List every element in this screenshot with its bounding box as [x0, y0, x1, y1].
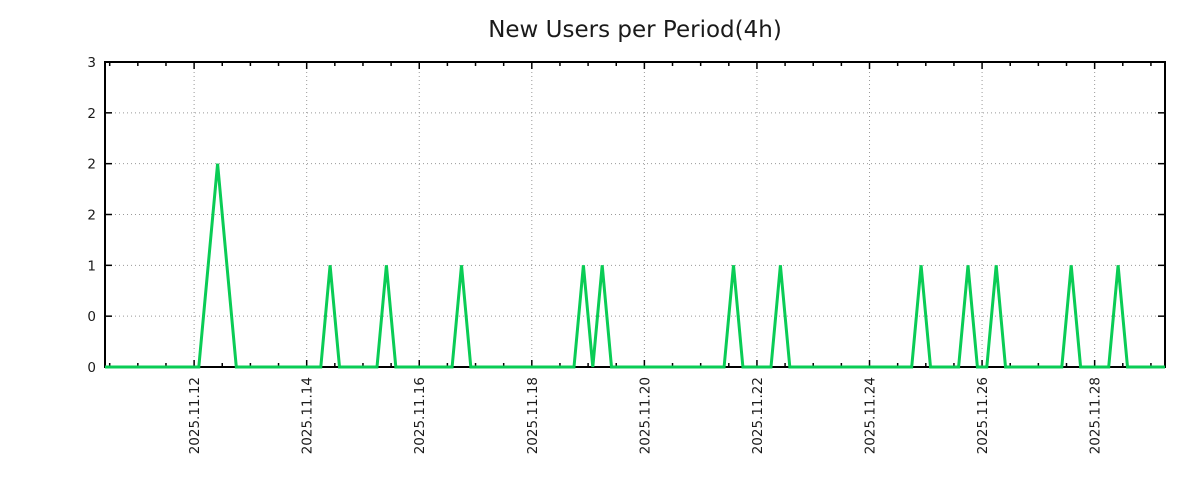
x-axis-tick-label: 2025.11.16 [412, 377, 428, 454]
y-axis-tick-label: 2 [87, 208, 96, 224]
x-axis-tick-label: 2025.11.18 [525, 377, 541, 454]
x-axis-tick-label: 2025.11.14 [300, 377, 316, 454]
y-axis-tick-label: 0 [87, 309, 96, 325]
grid-layer [107, 64, 1163, 365]
x-axis-tick-label: 2025.11.28 [1088, 377, 1104, 454]
x-axis-tick-label: 2025.11.22 [750, 377, 766, 454]
y-axis-tick-label: 2 [87, 157, 96, 173]
x-axis-tick-label: 2025.11.24 [863, 377, 879, 454]
series-layer [105, 163, 1165, 369]
y-axis-tick-label: 1 [87, 258, 96, 274]
y-axis-tick-label: 3 [87, 55, 96, 71]
x-axis-tick-label: 2025.11.20 [637, 377, 653, 454]
y-axis-tick-label: 0 [87, 360, 96, 376]
chart-title: New Users per Period(4h) [488, 17, 782, 43]
x-axis-tick-label: 2025.11.26 [975, 377, 991, 454]
data-line [105, 163, 1165, 369]
y-axis-tick-label: 2 [87, 106, 96, 122]
label-layer: 0 0 1 2 2 2 3 2025.11.12 2025.11.14 2025.11.16 202… [87, 55, 1103, 454]
x-axis-tick-label: 2025.11.12 [187, 377, 203, 454]
